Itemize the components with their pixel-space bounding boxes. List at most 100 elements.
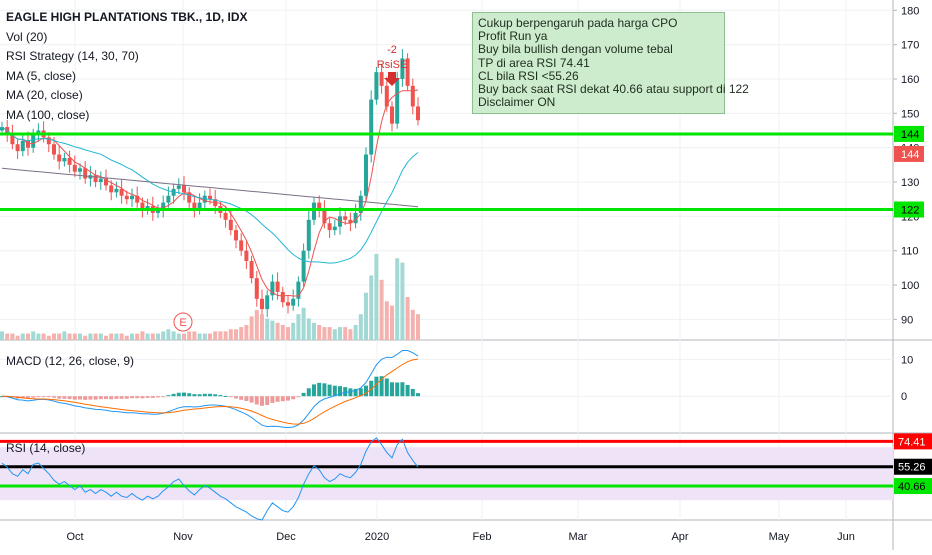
candle-body [358,195,363,213]
legend-ma5[interactable]: MA (5, close) [6,68,77,83]
price-badge [894,201,924,218]
volume-bar [416,314,420,340]
macd-histogram-bar [114,396,119,399]
candle-body [249,261,254,279]
macd-histogram-bar [410,388,415,397]
y-tick-label: 90 [901,314,913,326]
legend-ma100[interactable]: MA (100, close) [6,107,90,122]
legend-ma20[interactable]: MA (20, close) [6,88,83,103]
note-line: Buy bila bullish dengan volume tebal [478,42,673,57]
macd-histogram-bar [161,396,166,398]
macd-pane [0,350,420,429]
macd-histogram-bar [405,384,410,397]
x-tick-label: May [769,531,790,543]
macd-histogram-bar [67,396,72,400]
macd-histogram-bar [109,396,114,400]
macd-line [1,350,419,429]
signal-name-label: RsiSE [377,59,408,71]
x-tick-label: Apr [671,531,688,543]
volume-bar [93,333,98,340]
macd-histogram-bar [187,393,192,397]
macd-histogram-bar [171,393,176,397]
candle-body [52,144,56,155]
candle-body [410,85,415,107]
candle-body [176,185,181,189]
volume-bar [20,333,25,340]
y-tick-label: 110 [901,246,919,258]
macd-histogram-bar [322,383,327,397]
note-line: Buy back saat RSI dekat 40.66 atau suppo… [478,82,749,97]
volume-bar [395,258,400,340]
candle-body [332,226,337,231]
macd-histogram-bar [98,396,103,400]
candle-body [119,188,124,196]
candle-body [182,185,186,193]
volume-bar [228,329,233,340]
volume-bar [192,331,197,340]
candle-body [93,175,98,183]
volume-bar [41,333,46,340]
volume-bar [72,333,77,340]
volume-bar [338,327,342,340]
candle-body [109,185,114,193]
volume-bar [223,331,228,340]
candle-body [353,212,358,224]
candle-body [223,212,228,220]
candle-body [343,216,348,220]
candle-body [20,140,25,152]
volume-bar [78,333,82,340]
volume-bar [140,331,145,340]
volume-bar [10,333,15,340]
candle-body [98,178,103,183]
macd-histogram-bar [166,395,171,397]
candle-body [130,195,134,200]
macd-histogram-bar [301,392,306,397]
candle-body [156,209,160,213]
candle-body [166,195,171,203]
volume-bar [197,333,202,340]
rsi-label[interactable]: RSI (14, close) [6,441,86,455]
volume-bar [348,329,353,340]
volume-bar [254,309,259,340]
volume-bar [405,297,410,340]
macd-histogram-bar [83,396,88,400]
volume-bar [62,331,67,340]
volume-bar [390,305,394,340]
legend-rsi-strategy[interactable]: RSI Strategy (14, 30, 70) [6,49,139,64]
candle-body [395,78,400,124]
candle-body [140,202,145,210]
volume-bar [280,324,285,340]
volume-bar [374,254,379,340]
sell-arrow-icon [384,72,400,86]
macd-histogram-bar [400,382,405,397]
volume-bar [384,301,389,340]
ma5-line [1,89,419,297]
volume-bar [98,333,103,340]
rsi-line [1,437,419,521]
volume-bar [306,318,311,340]
legend-vol[interactable]: Vol (20) [6,29,48,44]
note-line: Disclaimer ON [478,95,556,110]
volume-bar [124,335,129,340]
candle-body [280,291,285,303]
x-tick-label: Jun [837,531,855,543]
x-tick-label: 2020 [365,531,389,543]
signal-count-label: -2 [387,44,397,56]
macd-histogram-bar [317,382,322,397]
candle-body [400,58,405,79]
macd-histogram-bar [312,384,316,397]
candle-body [327,223,332,231]
y-tick-label: 170 [901,40,919,52]
macd-histogram-bar [78,396,82,400]
candle-body [270,281,275,296]
macd-histogram-bar [52,396,56,398]
volume-bar [135,333,140,340]
volume-bar [249,316,254,340]
candle-body [384,85,389,107]
macd-histogram-bar [218,395,223,397]
volume-bar [358,314,363,340]
volume-bar [213,331,218,340]
macd-label[interactable]: MACD (12, 26, close, 9) [6,354,135,368]
note-box[interactable]: Cukup berpengaruh pada harga CPO Profit … [472,12,749,114]
